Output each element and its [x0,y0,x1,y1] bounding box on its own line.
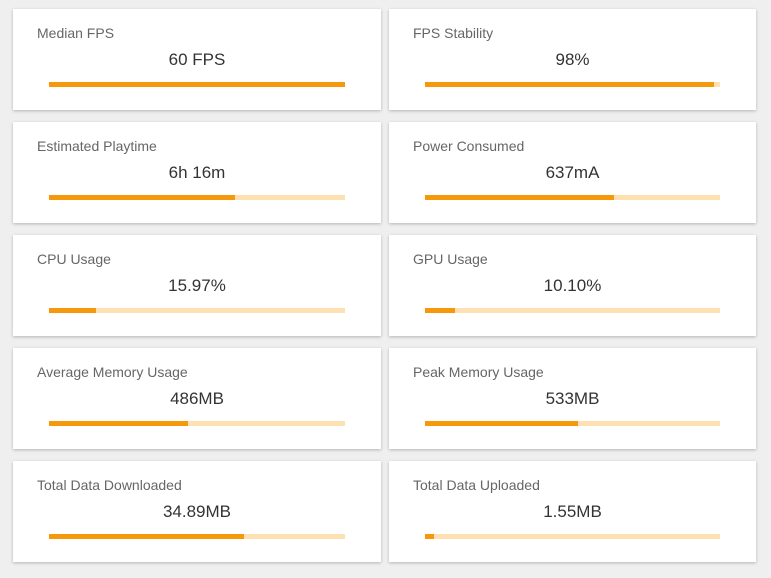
metric-value: 98% [555,50,590,69]
progress-fill [425,195,614,200]
progress-fill [49,421,189,426]
metric-value: 637mA [545,163,600,182]
metric-label: Total Data Downloaded [37,477,182,493]
metric-value: 486MB [170,389,224,408]
metric-card: Peak Memory Usage 533MB [389,348,756,449]
metric-card: Estimated Playtime 6h 16m [13,122,381,223]
progress-track [49,421,345,426]
metric-value: 533MB [545,389,600,408]
metric-label: Total Data Uploaded [413,477,540,493]
metric-value: 1.55MB [543,502,602,521]
progress-track [425,195,720,200]
metric-value: 6h 16m [168,163,226,182]
progress-fill [425,534,434,539]
metric-card: Total Data Uploaded 1.55MB [389,461,756,562]
metric-card: CPU Usage 15.97% [13,235,381,336]
progress-track [49,308,345,313]
metric-card: Power Consumed 637mA [389,122,756,223]
progress-track [425,82,720,87]
progress-fill [425,421,579,426]
metric-label: Estimated Playtime [37,138,157,154]
progress-fill [49,534,245,539]
progress-track [49,195,345,200]
metric-label: FPS Stability [413,25,494,41]
progress-fill [49,195,236,200]
metric-label: Power Consumed [413,138,525,154]
progress-track [425,308,720,313]
progress-track [49,534,345,539]
progress-track [49,82,345,87]
progress-fill [425,308,455,313]
metric-card: Median FPS 60 FPS [13,9,381,110]
metric-value: 34.89MB [162,502,232,521]
progress-fill [49,308,97,313]
metric-card: Total Data Downloaded 34.89MB [13,461,381,562]
metric-value: 15.97% [168,276,226,295]
progress-fill [49,82,345,87]
metric-value: 60 FPS [168,50,226,69]
metric-label: Peak Memory Usage [413,364,544,380]
metric-label: GPU Usage [413,251,488,267]
progress-track [425,421,720,426]
metric-card: FPS Stability 98% [389,9,756,110]
metric-card: GPU Usage 10.10% [389,235,756,336]
metric-card: Average Memory Usage 486MB [13,348,381,449]
metric-label: Median FPS [37,25,115,41]
metric-value: 10.10% [543,276,602,295]
progress-track [425,534,720,539]
metric-label: Average Memory Usage [37,364,188,380]
metric-label: CPU Usage [37,251,111,267]
progress-fill [425,82,715,87]
